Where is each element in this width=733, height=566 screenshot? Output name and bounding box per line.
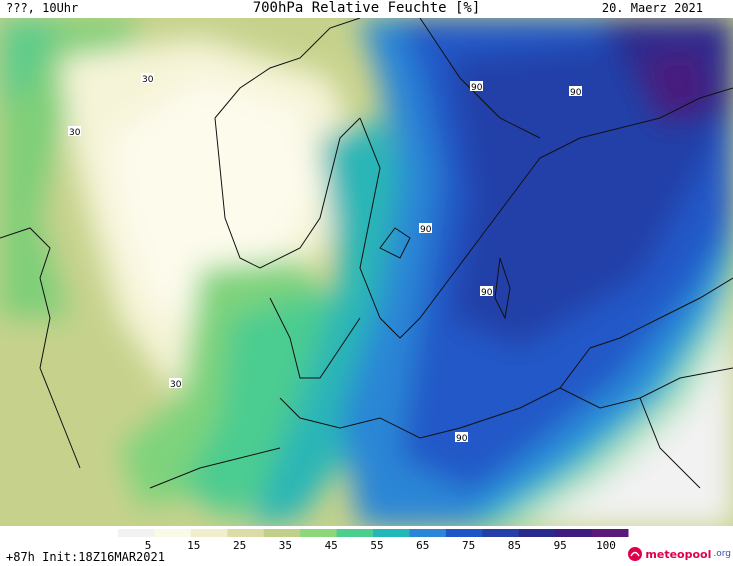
colorbar-tick-label: 45 bbox=[325, 539, 338, 550]
colorbar-swatch bbox=[591, 529, 629, 537]
forecast-time-label: ???, 10Uhr bbox=[6, 1, 79, 15]
colorbar-tick-label: 100 bbox=[596, 539, 616, 550]
colorbar-tick-label: 55 bbox=[370, 539, 383, 550]
colorbar-tick-label: 5 bbox=[145, 539, 152, 550]
valid-date: 20. Maerz 2021 bbox=[601, 1, 703, 15]
humidity-field bbox=[0, 18, 733, 526]
brand-name: meteopool bbox=[645, 547, 712, 561]
contour-label: 90 bbox=[481, 288, 493, 298]
colorbar-swatch bbox=[154, 529, 192, 537]
coastlines bbox=[0, 18, 733, 489]
colorbar-swatch bbox=[518, 529, 556, 537]
globe-icon bbox=[628, 547, 643, 561]
colorbar-tick-label: 15 bbox=[187, 539, 200, 550]
colorbar-swatch bbox=[373, 529, 410, 537]
contour-label: 90 bbox=[471, 83, 483, 93]
colorbar-swatch bbox=[118, 529, 155, 537]
contour-label: 30 bbox=[170, 380, 182, 390]
colorbar: 5 15 25 35 45 55 65 75 85 95 100 bbox=[118, 529, 629, 550]
contour-label: 30 bbox=[69, 128, 81, 138]
colorbar-ticks: 5 15 25 35 45 55 65 75 85 95 100 bbox=[145, 539, 616, 550]
brand-suffix: .org bbox=[713, 549, 731, 559]
colorbar-swatch bbox=[445, 529, 483, 537]
colorbar-swatch bbox=[409, 529, 447, 537]
header: ???, 10Uhr 700hPa Relative Feuchte [%] 2… bbox=[0, 0, 733, 18]
contour-label: 90 bbox=[420, 225, 432, 235]
colorbar-swatch bbox=[482, 529, 520, 537]
map-title: 700hPa Relative Feuchte [%] bbox=[252, 0, 481, 16]
colorbar-swatch bbox=[227, 529, 265, 537]
footer: 5 15 25 35 45 55 65 75 85 95 100 +87h Init:18Z16MA… bbox=[0, 526, 733, 566]
humidity-map: 30 30 30 90 90 90 90 90 bbox=[0, 18, 733, 526]
colorbar-swatch bbox=[300, 529, 338, 537]
contour-labels: 30 30 30 90 90 90 90 90 bbox=[68, 73, 582, 444]
brand-logo[interactable]: meteopool .org bbox=[627, 546, 731, 562]
colorbar-tick-label: 25 bbox=[233, 539, 246, 550]
colorbar-swatch bbox=[263, 529, 301, 537]
colorbar-tick-label: 35 bbox=[279, 539, 292, 550]
init-time: +87h Init:18Z16MAR2021 bbox=[6, 550, 165, 564]
colorbar-tick-label: 65 bbox=[416, 539, 429, 550]
contour-label: 90 bbox=[456, 434, 468, 444]
contour-label: 90 bbox=[570, 88, 582, 98]
contour-label: 30 bbox=[142, 75, 154, 85]
colorbar-swatches bbox=[118, 529, 629, 537]
colorbar-tick-label: 85 bbox=[508, 539, 521, 550]
colorbar-swatch bbox=[190, 529, 228, 537]
colorbar-swatch bbox=[336, 529, 374, 537]
colorbar-tick-label: 75 bbox=[462, 539, 475, 550]
colorbar-tick-label: 95 bbox=[554, 539, 567, 550]
colorbar-swatch bbox=[555, 529, 593, 537]
